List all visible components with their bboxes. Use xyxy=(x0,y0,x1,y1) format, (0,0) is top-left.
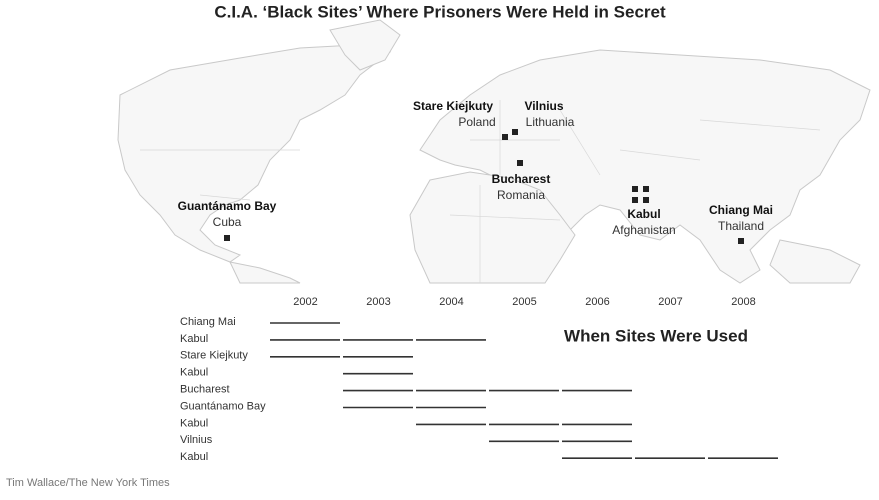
year-label: 2007 xyxy=(658,296,682,308)
world-map xyxy=(117,19,871,284)
marker xyxy=(643,186,649,192)
site-name: Guantánamo Bay xyxy=(178,199,277,213)
row-label: Kabul xyxy=(180,451,208,463)
site-name: Chiang Mai xyxy=(709,203,773,217)
timeline: 2002 2003 2004 2005 2006 2007 2008 Chiang Mai Ka… xyxy=(180,296,778,463)
row-label: Kabul xyxy=(180,367,208,379)
year-label: 2004 xyxy=(439,296,463,308)
marker xyxy=(632,186,638,192)
row-label: Kabul xyxy=(180,333,208,345)
credit: Tim Wallace/The New York Times xyxy=(6,477,170,489)
site-country: Poland xyxy=(458,115,495,129)
site-country: Lithuania xyxy=(526,115,575,129)
site-country: Romania xyxy=(497,188,545,202)
site-name: Vilnius xyxy=(524,99,563,113)
marker xyxy=(512,129,518,135)
marker xyxy=(502,134,508,140)
title: C.I.A. ‘Black Sites’ Where Prisoners Wer… xyxy=(214,2,666,21)
site-name: Stare Kiejkuty xyxy=(413,99,493,113)
site-country: Thailand xyxy=(718,219,764,233)
row-label: Stare Kiejkuty xyxy=(180,350,248,362)
row-label: Kabul xyxy=(180,417,208,429)
year-label: 2005 xyxy=(512,296,536,308)
site-labels: Stare Kiejkuty Poland Vilnius Lithuania … xyxy=(178,99,773,237)
marker xyxy=(738,238,744,244)
year-label: 2002 xyxy=(293,296,317,308)
row-label: Bucharest xyxy=(180,384,230,396)
row-label: Chiang Mai xyxy=(180,316,236,328)
row-label: Vilnius xyxy=(180,434,213,446)
site-markers xyxy=(224,129,744,244)
marker xyxy=(632,197,638,203)
year-label: 2006 xyxy=(585,296,609,308)
year-label: 2003 xyxy=(366,296,390,308)
timeline-title: When Sites Were Used xyxy=(564,326,748,345)
site-name: Kabul xyxy=(627,207,660,221)
site-country: Cuba xyxy=(213,215,242,229)
marker xyxy=(224,235,230,241)
site-name: Bucharest xyxy=(492,172,551,186)
site-country: Afghanistan xyxy=(612,223,675,237)
marker xyxy=(517,160,523,166)
marker xyxy=(643,197,649,203)
row-label: Guantánamo Bay xyxy=(180,400,266,412)
year-label: 2008 xyxy=(731,296,755,308)
